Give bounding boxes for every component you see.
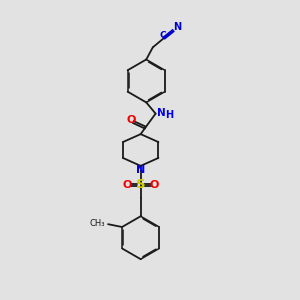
Text: S: S [136,178,146,191]
Text: O: O [126,115,136,125]
Text: N: N [136,165,145,175]
Text: O: O [149,180,159,190]
Text: N: N [173,22,181,32]
Text: H: H [165,110,173,119]
Text: CH₃: CH₃ [90,219,105,228]
Text: O: O [122,180,132,190]
Text: C: C [160,31,166,40]
Text: N: N [157,108,166,118]
